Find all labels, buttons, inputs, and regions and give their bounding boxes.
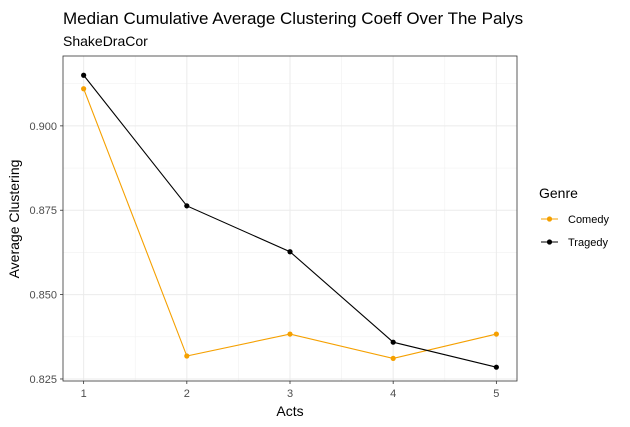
legend: Genre Comedy Tragedy	[539, 185, 609, 249]
x-axis-title: Acts	[276, 403, 303, 419]
y-tick-label: 0.900	[29, 121, 57, 133]
y-tick-label: 0.875	[29, 205, 57, 217]
series-tragedy	[81, 72, 499, 370]
legend-title: Genre	[539, 185, 578, 201]
x-tick-label: 5	[493, 388, 499, 400]
data-point-tragedy	[184, 203, 190, 209]
y-tick-label: 0.825	[29, 374, 57, 386]
legend-key-point	[546, 239, 553, 245]
data-point-comedy	[184, 353, 190, 359]
y-axis-title: Average Clustering	[6, 160, 22, 279]
data-point-comedy	[390, 355, 396, 361]
legend-items: Comedy Tragedy	[541, 214, 609, 249]
x-tick-label: 2	[184, 388, 190, 400]
x-tick-label: 3	[287, 388, 293, 400]
x-tick-label: 4	[390, 388, 396, 400]
chart-subtitle: ShakeDraCor	[63, 33, 148, 49]
data-point-comedy	[493, 331, 499, 337]
legend-label-tragedy: Tragedy	[568, 237, 608, 249]
legend-key-point	[546, 216, 553, 222]
legend-label-comedy: Comedy	[568, 214, 609, 226]
data-point-tragedy	[81, 72, 87, 78]
axis-ticks: 1 2 3 4 5 0.825 0.850 0.875 0.900	[29, 121, 499, 400]
legend-item-tragedy: Tragedy	[541, 237, 608, 249]
y-tick-label: 0.850	[29, 290, 57, 302]
data-point-tragedy	[390, 339, 396, 345]
legend-item-comedy: Comedy	[541, 214, 609, 226]
data-point-comedy	[81, 86, 87, 92]
data-point-comedy	[287, 331, 293, 337]
x-tick-label: 1	[81, 388, 87, 400]
chart-title: Median Cumulative Average Clustering Coe…	[63, 9, 523, 28]
data-point-tragedy	[287, 249, 293, 255]
data-point-tragedy	[493, 364, 499, 370]
series-layer	[81, 72, 499, 370]
